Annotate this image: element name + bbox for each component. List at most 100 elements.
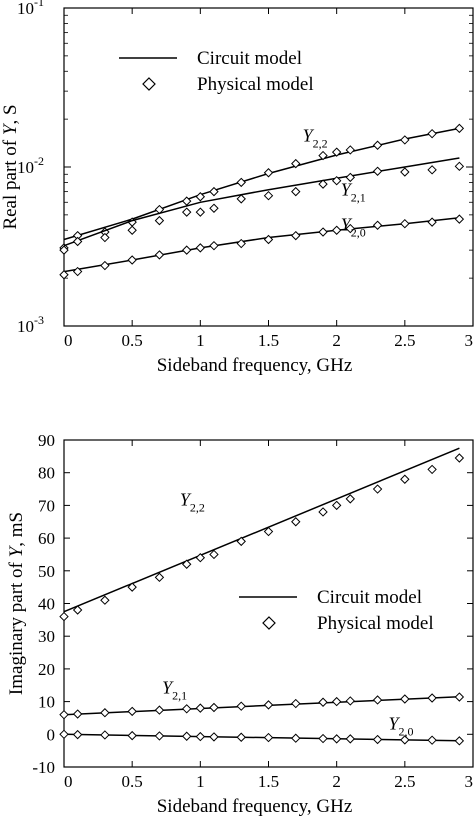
x-tick-label: 2.5	[394, 331, 415, 350]
circuit-model-line	[63, 127, 460, 241]
physical-model-marker	[195, 243, 206, 253]
circuit-model-line	[63, 447, 460, 613]
physical-model-marker	[127, 730, 137, 741]
legend-label-physical: Physical model	[197, 74, 314, 95]
series-label-main: Y	[162, 677, 174, 697]
physical-model-marker	[331, 500, 342, 511]
physical-model-marker	[372, 166, 383, 176]
physical-model-marker	[127, 255, 137, 265]
physical-model-marker	[154, 731, 165, 741]
y-tick-label: -10	[32, 758, 55, 777]
series-2-0: Y2,0	[59, 713, 465, 746]
physical-model-marker	[454, 161, 465, 172]
physical-model-marker	[59, 611, 69, 622]
y-tick-label: 10-1	[17, 0, 44, 18]
physical-model-marker	[59, 709, 69, 720]
x-tick-label: 1.5	[258, 331, 279, 350]
physical-model-marker	[291, 230, 301, 241]
physical-model-marker	[454, 123, 465, 134]
physical-model-marker	[100, 232, 110, 243]
physical-model-marker	[372, 220, 383, 230]
physical-model-marker	[427, 735, 437, 745]
physical-model-marker	[72, 729, 83, 740]
y-tick-label: 80	[38, 464, 55, 483]
x-tick-label: 0.5	[122, 772, 143, 791]
series-label-subscript: 2,2	[190, 500, 205, 514]
x-tick-label: 2	[332, 331, 341, 350]
y-tick-label: 20	[38, 660, 55, 679]
y-tick-label: 30	[38, 627, 55, 646]
physical-model-marker	[263, 168, 274, 178]
physical-model-marker	[209, 732, 219, 742]
physical-model-marker	[318, 507, 328, 517]
physical-model-marker	[236, 732, 246, 742]
physical-model-marker	[372, 484, 383, 494]
legend-marker-sample	[142, 77, 156, 91]
physical-model-marker	[59, 270, 69, 280]
y-tick-label: 60	[38, 529, 55, 548]
physical-model-marker	[195, 703, 206, 713]
y-tick-label: 70	[38, 496, 55, 515]
physical-model-marker	[454, 692, 465, 702]
physical-model-marker	[181, 207, 192, 217]
y-axis-label: Imaginary part of Y, mS	[6, 512, 27, 695]
legend-marker-sample	[262, 616, 276, 630]
physical-model-marker	[427, 464, 437, 475]
legend: Circuit model Physical model	[239, 587, 434, 634]
physical-model-marker	[291, 517, 301, 527]
physical-model-marker	[100, 595, 110, 605]
x-tick-label: 0	[64, 331, 73, 350]
physical-model-marker	[400, 167, 410, 177]
physical-model-marker	[345, 223, 356, 234]
physical-model-marker	[318, 227, 328, 237]
physical-model-marker	[345, 696, 356, 706]
y-axis-label-unit: , S	[0, 104, 21, 124]
y-tick-label: 10-2	[17, 154, 44, 177]
x-tick-label: 0	[64, 772, 73, 791]
x-tick-label: 2	[332, 772, 341, 791]
physical-model-marker	[72, 709, 83, 719]
physical-model-marker	[345, 172, 356, 183]
physical-model-marker	[263, 732, 274, 743]
chart-panel-2: 0 0.5 1 1.5 2 2.5 3 -10 0 10 20 30 40 50 60 70 80 90 Sideb…	[6, 431, 474, 817]
physical-model-marker	[372, 140, 383, 150]
physical-model-marker	[331, 225, 342, 235]
series-label-main: Y	[388, 713, 400, 733]
physical-model-marker	[154, 705, 165, 715]
series-label-main: Y	[303, 125, 315, 145]
physical-model-marker	[318, 697, 328, 707]
physical-model-marker	[318, 179, 328, 189]
y-axis-label-variable: Y	[6, 544, 27, 557]
y-axis-label-unit: , mS	[6, 512, 27, 547]
series-label-main: Y	[341, 180, 353, 200]
y-tick-label: 10	[38, 693, 55, 712]
y-tick-label: 90	[38, 431, 55, 450]
physical-model-marker	[400, 735, 410, 745]
physical-model-marker	[331, 734, 342, 744]
physical-model-marker	[331, 175, 342, 186]
physical-model-marker	[263, 234, 274, 245]
physical-model-marker	[263, 526, 274, 537]
physical-model-marker	[427, 165, 437, 175]
physical-model-marker	[195, 207, 206, 217]
physical-model-marker	[427, 128, 437, 139]
series-label: Y2,1	[341, 180, 366, 205]
physical-model-marker	[454, 214, 465, 224]
x-axis-label: Sideband frequency, GHz	[157, 355, 353, 376]
series-label-subscript: 2,2	[313, 136, 328, 150]
physical-model-marker	[100, 730, 110, 740]
physical-model-marker	[331, 696, 342, 707]
y-tick-exponent: -3	[34, 313, 44, 327]
y-tick-base: 10	[17, 317, 34, 336]
x-tick-label: 1.5	[258, 772, 279, 791]
x-tick-label: 2.5	[394, 772, 415, 791]
physical-model-marker	[400, 218, 410, 229]
y-axis-label-variable: Y	[0, 122, 21, 135]
physical-model-marker	[372, 695, 383, 705]
y-axis-label-text: Imaginary part of	[6, 557, 27, 695]
physical-model-marker	[400, 135, 410, 145]
series-label-main: Y	[341, 214, 353, 234]
physical-model-marker	[263, 700, 274, 710]
